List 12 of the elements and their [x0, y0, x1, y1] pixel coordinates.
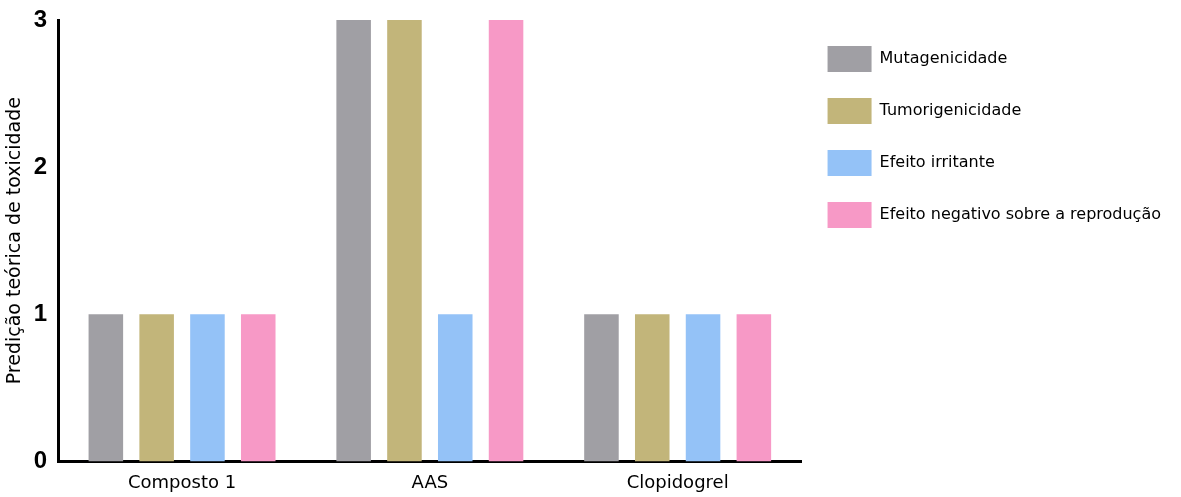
y-tick-label: 1 [33, 298, 48, 326]
legend-label: Efeito negativo sobre a reprodução [879, 204, 1162, 224]
legend-label: Mutagenicidade [879, 48, 1008, 68]
x-tick-label: Clopidogrel [626, 470, 729, 492]
y-axis-title: Predição teórica de toxicidade [2, 97, 25, 385]
legend-label: Tumorigenicidade [878, 100, 1022, 120]
y-tick-label: 3 [33, 4, 48, 32]
y-tick-label: 2 [33, 151, 48, 179]
y-tick-label: 0 [33, 446, 48, 474]
x-tick-label: Composto 1 [127, 470, 237, 492]
legend-label: Efeito irritante [879, 152, 995, 172]
x-tick-label: AAS [411, 470, 449, 492]
